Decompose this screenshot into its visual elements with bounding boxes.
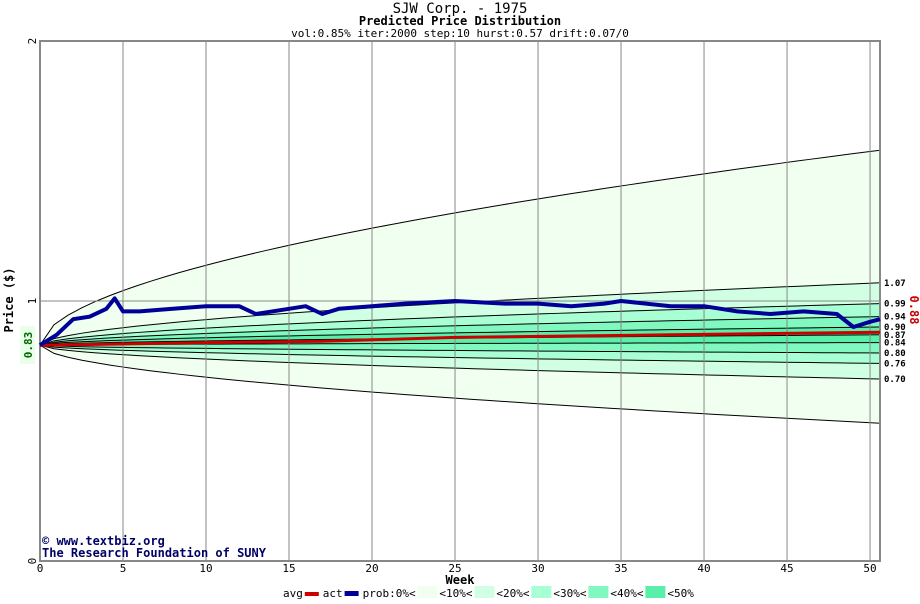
legend-avg-label: avg	[283, 587, 303, 600]
x-tick-label: 25	[448, 562, 461, 575]
x-tick-label: 35	[614, 562, 627, 575]
x-tick-label: 10	[199, 562, 212, 575]
legend-act-label: act	[323, 587, 343, 600]
end-avg-label: 0.88	[907, 296, 920, 325]
legend-band-swatch	[417, 586, 438, 598]
legend-act-swatch	[344, 591, 359, 596]
x-tick-label: 40	[697, 562, 710, 575]
percentile-label: 0.80	[884, 349, 906, 359]
legend-band-label: <20%<	[496, 587, 529, 600]
chart-subtitle: Predicted Price Distribution	[359, 14, 561, 28]
x-axis-label: Week	[446, 573, 476, 587]
legend: avg act prob:0%< <10%< <20%< <30%< <40%< <50%	[283, 586, 694, 600]
x-tick-label: 45	[780, 562, 793, 575]
x-tick-label: 15	[282, 562, 295, 575]
legend-prob-label: prob:0%<	[363, 587, 416, 600]
credit-org: The Research Foundation of SUNY	[42, 546, 267, 560]
band-upper-line-4	[39, 326, 881, 346]
start-price-label: 0.83	[22, 332, 35, 359]
x-tick-label: 0	[37, 562, 44, 575]
band-upper-line-0	[39, 149, 881, 346]
legend-band-label: <50%	[667, 587, 694, 600]
percentile-label: 0.99	[884, 300, 906, 310]
x-tick-label: 5	[120, 562, 127, 575]
x-tick-label: 20	[365, 562, 378, 575]
x-tick-label: 30	[531, 562, 544, 575]
legend-band-label: <30%<	[553, 587, 586, 600]
legend-band-swatch	[645, 586, 666, 598]
plot-border	[39, 40, 881, 562]
y-tick-label: 2	[26, 38, 39, 45]
percentile-label: 0.87	[884, 331, 906, 341]
band-lower-line-3	[39, 344, 881, 354]
legend-band-swatch	[531, 586, 552, 598]
y-tick-label: 0	[26, 558, 39, 565]
chart-title: SJW Corp. - 1975	[393, 1, 528, 17]
legend-band-label: <10%<	[439, 587, 472, 600]
band-upper-line-3	[39, 316, 881, 346]
band-lower-line-1	[39, 344, 881, 380]
band-upper-line-2	[39, 303, 881, 346]
band-lower-line-2	[39, 344, 881, 364]
chart-params: vol:0.85% iter:2000 step:10 hurst:0.57 d…	[291, 27, 629, 40]
y-tick-label: 1	[26, 298, 39, 305]
legend-avg-swatch	[304, 592, 319, 596]
legend-band-swatch	[474, 586, 495, 598]
percentile-label: 0.84	[884, 339, 906, 349]
band-lower-line-0	[39, 344, 881, 424]
avg-line	[39, 330, 881, 347]
credit-url: © www.textbiz.org	[42, 534, 165, 548]
legend-band-swatch	[588, 586, 609, 598]
percentile-label: 0.90	[884, 323, 906, 333]
percentile-label: 0.76	[884, 359, 906, 369]
act-line	[38, 296, 881, 347]
y-axis-label: Price ($)	[2, 267, 16, 332]
percentile-label: 0.70	[884, 375, 906, 385]
percentile-label: 1.07	[884, 279, 906, 289]
legend-band-label: <40%<	[610, 587, 643, 600]
percentile-label: 0.94	[884, 313, 906, 323]
x-tick-label: 50	[863, 562, 876, 575]
